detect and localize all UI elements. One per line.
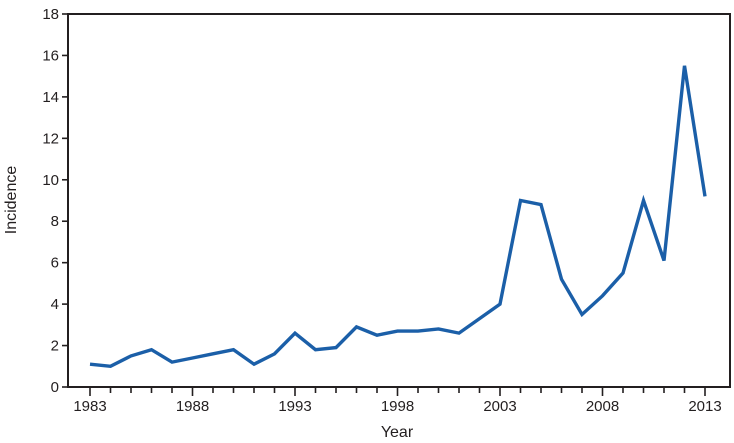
plot-area: 0 2 4 6 8 10 12 14 16 18 1983 1988 1993 1998 2003 2008 2… bbox=[42, 6, 731, 415]
x-axis-tick-label: 1983 bbox=[73, 398, 106, 415]
x-axis-tick-label: 2008 bbox=[586, 398, 619, 415]
y-axis-tick-label: 0 bbox=[51, 379, 59, 396]
data-line-incidence bbox=[89, 65, 707, 369]
x-axis-tick-label: 1998 bbox=[381, 398, 414, 415]
x-axis-title: Year bbox=[381, 424, 414, 441]
y-axis-tick-label: 8 bbox=[51, 213, 59, 230]
x-axis-tick-label: 1988 bbox=[176, 398, 209, 415]
plot-frame bbox=[67, 13, 731, 388]
y-axis-tick-label: 2 bbox=[51, 338, 59, 355]
y-axis-title: Incidence bbox=[3, 166, 20, 235]
y-axis-tick-label: 4 bbox=[51, 296, 59, 313]
y-axis-tick-label: 16 bbox=[42, 47, 59, 64]
x-axis-tick-label: 2013 bbox=[688, 398, 721, 415]
y-axis-tick-label: 10 bbox=[42, 172, 59, 189]
y-axis-tick-label: 18 bbox=[42, 6, 59, 23]
x-axis-tick-label: 1993 bbox=[278, 398, 311, 415]
y-axis-tick-label: 6 bbox=[51, 255, 59, 272]
y-axis-tick-label: 14 bbox=[42, 89, 59, 106]
x-axis-tick-label: 2003 bbox=[483, 398, 516, 415]
y-axis-tick-label: 12 bbox=[42, 130, 59, 147]
